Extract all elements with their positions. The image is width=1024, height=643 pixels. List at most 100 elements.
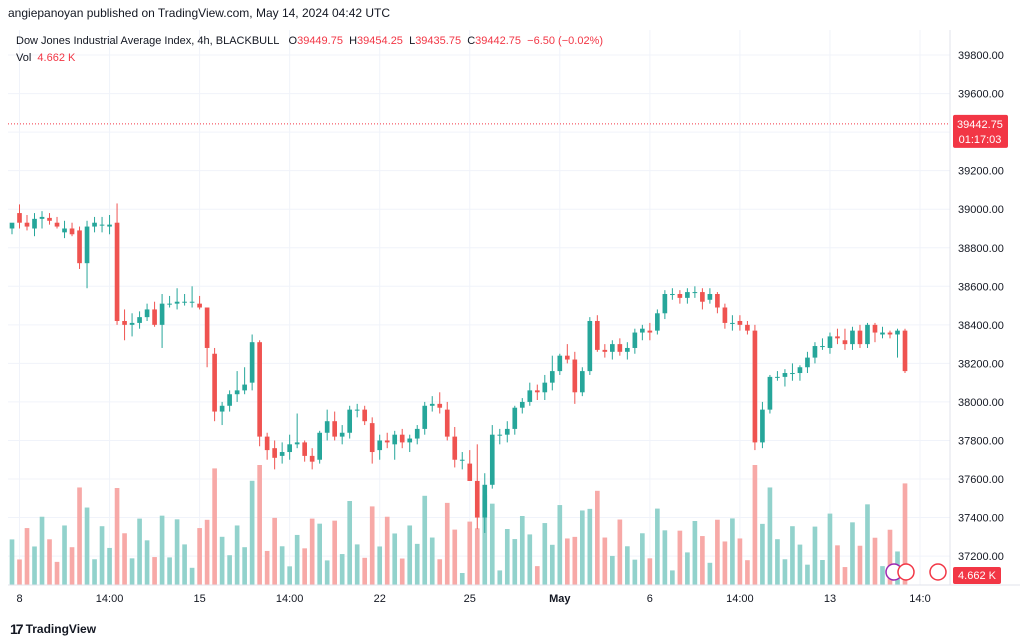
volume-bar [549, 544, 555, 585]
price-tick-label: 38600.00 [958, 281, 1004, 293]
candle-body [167, 303, 172, 305]
volume-bar [745, 560, 750, 585]
candle-body [625, 347, 630, 352]
candle-body [422, 405, 428, 429]
candle-body [715, 294, 720, 308]
candle-body [857, 330, 863, 345]
candle-body [407, 438, 413, 443]
price-tick-label: 39200.00 [958, 166, 1004, 178]
volume-bar [805, 564, 810, 585]
volume-bar [700, 536, 705, 585]
candle-body [459, 459, 465, 461]
volume-bar [617, 519, 623, 585]
volume-bar [857, 545, 863, 585]
volume-bar [474, 528, 480, 585]
candle-body [347, 409, 353, 433]
candle-body [354, 409, 360, 411]
chart-legend: Dow Jones Industrial Average Index, 4h, … [16, 35, 603, 64]
volume-bar [670, 570, 675, 585]
candle-body [174, 301, 180, 304]
candle-body [692, 292, 698, 294]
price-tick-label: 38200.00 [958, 358, 1004, 370]
candle-body [542, 382, 548, 393]
volume-bar [429, 537, 435, 585]
volume-bar [174, 519, 180, 585]
volume-bar [812, 526, 818, 585]
candle-body [647, 330, 653, 333]
candle-body [842, 340, 848, 345]
candle-body [39, 216, 45, 219]
candle-body [392, 434, 398, 445]
candle-body [47, 217, 52, 221]
volume-tag-text: 4.662 K [958, 570, 997, 582]
candle-body [99, 224, 105, 226]
candle-body [662, 294, 668, 314]
candle-body [752, 330, 758, 443]
candle-body [9, 222, 15, 229]
volume-tag [953, 567, 1001, 584]
candle-body [317, 432, 322, 460]
candle-body [827, 336, 833, 348]
candle-body [489, 434, 495, 485]
volume-bar [647, 558, 653, 585]
candle-body [122, 320, 127, 325]
published-header: angiepanoyan published on TradingView.co… [8, 6, 391, 20]
candle-body [17, 213, 22, 223]
tradingview-footer[interactable]: 17 TradingView [10, 621, 96, 637]
time-tick-label: 14:00 [726, 593, 754, 605]
candle-body [197, 303, 202, 308]
economic-event-icon [929, 563, 947, 581]
candle-body [32, 218, 37, 229]
volume-bar [414, 543, 420, 585]
candle-body [595, 320, 600, 350]
candle-body [437, 403, 443, 408]
candle-body [850, 330, 855, 345]
candle-body [512, 407, 518, 429]
volume-bar [32, 546, 37, 585]
volume-bar [842, 567, 848, 585]
candle-body [204, 307, 210, 348]
volume-bar [122, 533, 127, 585]
volume-bar [850, 522, 855, 585]
candle-body [745, 324, 750, 331]
volume-bar [610, 555, 615, 585]
volume-bar [564, 538, 570, 585]
candle-body [84, 226, 90, 264]
volume-bar [399, 558, 405, 585]
volume-bar [9, 539, 15, 585]
candle-body [782, 373, 788, 377]
candle-body [549, 371, 555, 383]
volume-bar [362, 557, 368, 585]
candle-body [302, 442, 307, 456]
volume-bar [459, 573, 465, 585]
time-tick-label: 14:0 [909, 593, 930, 605]
price-tick-label: 38400.00 [958, 320, 1004, 332]
volume-bar [77, 487, 82, 585]
candle-body [812, 346, 818, 358]
candle-body [242, 384, 247, 391]
volume-bar [257, 465, 262, 585]
volume-bar [62, 525, 67, 585]
volume-bar [504, 529, 510, 585]
volume-bar [519, 516, 525, 585]
volume-bar [707, 562, 713, 585]
candle-body [332, 421, 338, 437]
volume-bar [467, 521, 473, 585]
volume-bar [572, 536, 578, 585]
volume-bar [287, 566, 292, 585]
volume-bar [24, 528, 30, 585]
volume-bars [9, 465, 908, 585]
time-tick-label: 14:00 [96, 593, 124, 605]
volume-bar [887, 529, 893, 585]
time-tick-label: 25 [464, 593, 476, 605]
candle-body [279, 452, 285, 456]
volume-bar [692, 521, 698, 585]
volume-bar [264, 550, 270, 585]
candle-body [467, 463, 473, 481]
volume-bar [527, 534, 533, 585]
volume-bar [632, 559, 638, 585]
volume-bar [407, 525, 413, 585]
candle-body [234, 390, 240, 395]
volume-bar [384, 516, 390, 585]
